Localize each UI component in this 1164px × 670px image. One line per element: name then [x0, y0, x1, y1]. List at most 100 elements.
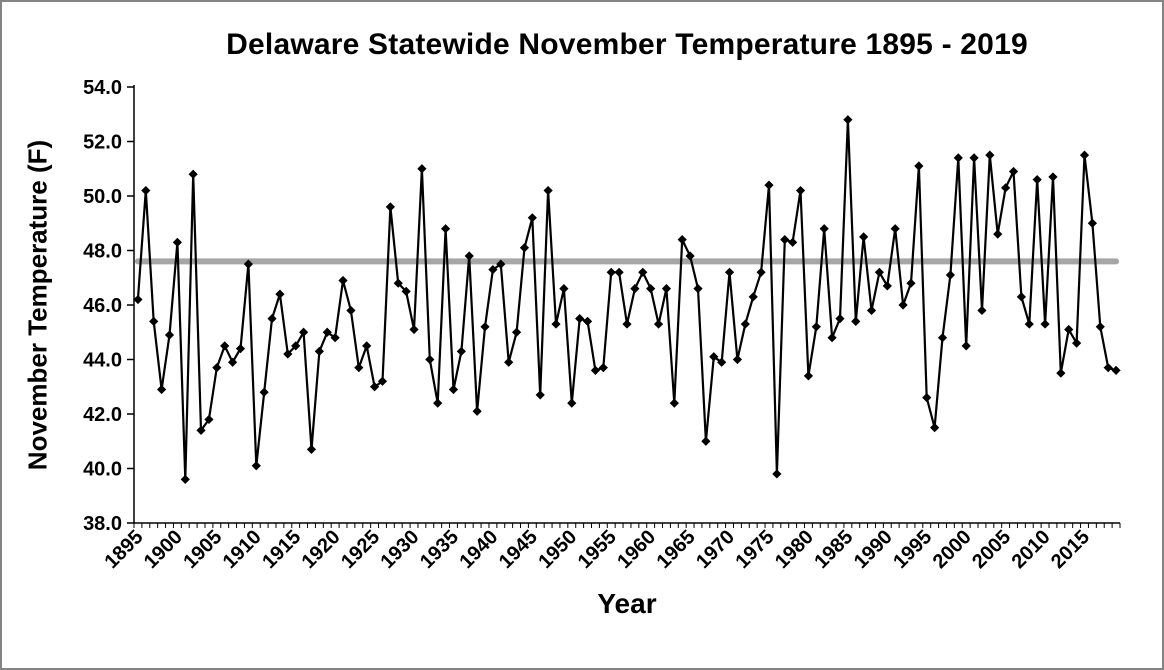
data-point-marker [669, 398, 679, 408]
y-tick-label: 46.0 [83, 295, 122, 317]
data-point-marker [188, 169, 198, 179]
y-tick-label: 40.0 [83, 459, 122, 481]
temperature-line [136, 118, 1117, 481]
data-point-marker [259, 387, 269, 397]
data-point-marker [709, 352, 719, 362]
data-point-marker [606, 267, 616, 277]
data-point-marker [772, 469, 782, 479]
data-point-marker [204, 414, 214, 425]
data-point-marker [859, 232, 869, 242]
data-point-marker [196, 425, 206, 435]
data-point-marker [283, 349, 293, 359]
data-point-marker [1032, 175, 1042, 185]
data-point-marker [851, 316, 861, 326]
data-point-marker [362, 341, 372, 351]
data-point-marker [764, 180, 774, 190]
data-point-marker [472, 406, 482, 416]
data-point-marker [866, 305, 877, 316]
data-point-marker [448, 384, 459, 395]
data-point-marker [401, 286, 411, 296]
x-tick-label: 1910 [219, 526, 266, 573]
data-point-marker [969, 153, 979, 163]
x-tick-label: 2010 [1008, 526, 1055, 573]
data-point-marker [456, 346, 466, 356]
data-point-marker [1040, 319, 1050, 329]
data-point-marker [440, 224, 451, 234]
data-point-marker [677, 235, 687, 245]
data-point-marker [535, 390, 545, 400]
data-point-marker [1024, 319, 1034, 329]
data-point-marker [235, 344, 246, 354]
x-tick-label: 1915 [258, 526, 305, 573]
data-point-marker [243, 259, 253, 269]
data-point-marker [953, 153, 963, 163]
data-point-marker [961, 341, 971, 351]
data-point-marker [267, 314, 277, 324]
data-point-marker [827, 333, 837, 343]
y-tick-label: 44.0 [83, 350, 122, 372]
x-tick-label: 1935 [416, 526, 463, 573]
data-point-marker [1111, 365, 1121, 375]
data-point-marker [937, 333, 948, 343]
data-point-marker [409, 324, 419, 335]
data-point-marker [369, 382, 380, 392]
data-point-marker [1103, 363, 1113, 373]
data-point-marker [519, 243, 530, 253]
data-point-marker [914, 161, 924, 171]
data-point-marker [795, 185, 806, 196]
data-point-marker [346, 305, 356, 316]
data-point-marker [740, 319, 750, 329]
data-point-marker [133, 294, 143, 305]
data-point-marker [220, 341, 230, 351]
data-point-marker [141, 185, 151, 196]
data-point-marker [930, 423, 940, 433]
data-point-marker [488, 264, 498, 275]
data-point-marker [1008, 166, 1019, 177]
data-point-marker [724, 267, 735, 277]
data-point-marker [693, 284, 703, 294]
data-point-marker [1016, 292, 1026, 302]
data-point-marker [1001, 183, 1011, 193]
data-point-marker [354, 363, 364, 373]
data-point-marker [393, 278, 403, 288]
x-tick-label: 1975 [731, 526, 778, 573]
data-point-marker [717, 357, 727, 367]
data-point-marker [922, 393, 932, 403]
data-point-marker [330, 333, 340, 343]
data-point-marker [1072, 338, 1082, 348]
data-point-marker [377, 376, 388, 386]
data-point-marker [314, 346, 324, 356]
data-point-marker [1056, 368, 1066, 378]
data-point-marker [417, 164, 427, 174]
data-point-marker [890, 224, 900, 234]
data-point-marker [701, 436, 711, 446]
data-point-marker [298, 327, 309, 337]
data-point-marker [945, 270, 956, 280]
x-tick-label: 1985 [810, 526, 857, 573]
data-point-marker [819, 224, 829, 234]
x-tick-label: 1900 [140, 526, 187, 573]
data-point-marker [464, 251, 474, 261]
data-point-marker [575, 314, 585, 324]
data-point-marker [614, 267, 624, 277]
y-tick-label: 42.0 [83, 404, 122, 426]
data-point-marker [496, 259, 506, 269]
x-tick-label: 1940 [455, 526, 502, 573]
data-point-marker [1064, 324, 1074, 335]
y-tick-label: 38.0 [83, 513, 122, 535]
data-point-marker [874, 267, 885, 277]
data-point-marker [756, 267, 766, 277]
data-point-marker [748, 292, 758, 302]
data-point-marker [835, 314, 845, 324]
data-point-marker [433, 398, 443, 408]
data-point-marker [780, 235, 790, 245]
x-tick-label: 1990 [850, 526, 897, 573]
data-point-marker [480, 322, 490, 332]
data-point-marker [149, 316, 159, 326]
data-point-marker [653, 319, 664, 329]
data-point-marker [993, 229, 1003, 239]
data-point-marker [306, 444, 317, 455]
data-point-marker [543, 185, 553, 196]
